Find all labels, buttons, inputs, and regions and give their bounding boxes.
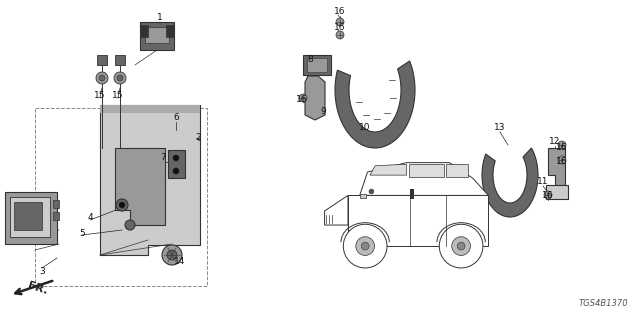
Circle shape	[173, 168, 179, 174]
Bar	[307, 58, 327, 72]
Text: 13: 13	[494, 124, 506, 132]
Text: 2: 2	[195, 133, 201, 142]
Polygon shape	[370, 164, 406, 175]
Circle shape	[116, 199, 128, 211]
Circle shape	[361, 242, 369, 250]
Circle shape	[356, 237, 374, 255]
Polygon shape	[548, 148, 565, 185]
Text: 11: 11	[537, 178, 548, 187]
Circle shape	[544, 191, 552, 199]
Bar	[53, 200, 59, 208]
Bar	[348, 196, 488, 246]
Text: 10: 10	[359, 124, 371, 132]
Circle shape	[558, 141, 566, 149]
Polygon shape	[482, 148, 538, 217]
Circle shape	[162, 245, 182, 265]
Bar	[140, 22, 174, 50]
Circle shape	[457, 242, 465, 250]
Bar	[168, 150, 185, 178]
Polygon shape	[115, 148, 165, 225]
Bar	[14, 202, 42, 230]
Circle shape	[119, 202, 125, 208]
Bar	[115, 55, 125, 65]
Text: 14: 14	[174, 258, 186, 267]
Text: 16: 16	[542, 191, 554, 201]
Bar	[546, 185, 568, 199]
Circle shape	[99, 75, 105, 81]
Text: 6: 6	[173, 114, 179, 123]
Polygon shape	[305, 76, 325, 120]
Text: 1: 1	[157, 13, 163, 22]
Bar	[446, 164, 468, 177]
Text: 15: 15	[94, 92, 106, 100]
Text: 16: 16	[334, 23, 346, 33]
Text: 16: 16	[334, 7, 346, 17]
Text: TGS4B1370: TGS4B1370	[579, 299, 628, 308]
Circle shape	[167, 250, 177, 260]
Polygon shape	[100, 105, 200, 255]
Polygon shape	[335, 61, 415, 148]
Bar	[53, 212, 59, 220]
Text: 5: 5	[79, 228, 85, 237]
Bar	[303, 55, 331, 75]
Circle shape	[114, 72, 126, 84]
Text: 16: 16	[556, 143, 568, 153]
Text: FR.: FR.	[27, 280, 49, 296]
Text: 8: 8	[307, 55, 313, 65]
Text: 7: 7	[160, 154, 166, 163]
Circle shape	[173, 155, 179, 161]
Circle shape	[336, 31, 344, 39]
Bar	[10, 197, 50, 237]
Polygon shape	[324, 196, 348, 225]
Bar	[100, 105, 200, 113]
Text: 4: 4	[87, 213, 93, 222]
Circle shape	[452, 237, 470, 255]
Circle shape	[439, 224, 483, 268]
Bar	[97, 55, 107, 65]
Text: 3: 3	[39, 268, 45, 276]
Bar	[145, 27, 169, 43]
Polygon shape	[360, 163, 488, 196]
Text: 16: 16	[556, 157, 568, 166]
Bar	[35, 108, 207, 286]
Circle shape	[117, 75, 123, 81]
Bar	[5, 192, 57, 244]
Circle shape	[558, 156, 566, 164]
Bar	[360, 194, 366, 198]
Circle shape	[369, 189, 374, 194]
Text: 16: 16	[296, 95, 308, 105]
Circle shape	[343, 224, 387, 268]
Text: 9: 9	[320, 108, 326, 116]
Circle shape	[96, 72, 108, 84]
Bar	[166, 25, 174, 37]
Bar	[409, 164, 444, 177]
Text: 12: 12	[549, 138, 561, 147]
Bar	[410, 189, 413, 198]
Text: 15: 15	[112, 92, 124, 100]
Circle shape	[299, 94, 307, 102]
Circle shape	[125, 220, 135, 230]
Circle shape	[336, 18, 344, 26]
Bar	[140, 25, 148, 37]
